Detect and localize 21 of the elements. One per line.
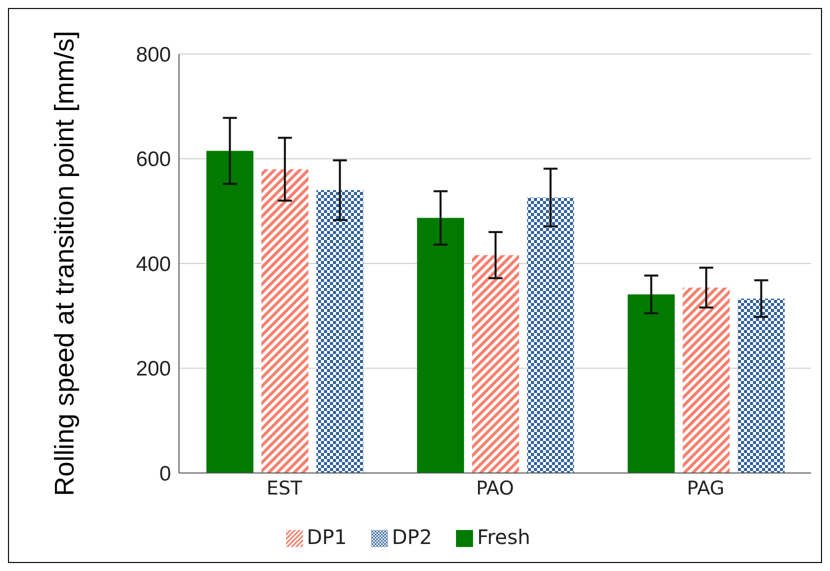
bar [417, 218, 464, 473]
bar [527, 198, 574, 473]
legend-label: Fresh [477, 525, 530, 549]
bar [206, 150, 254, 473]
x-tick-label: EST [266, 477, 303, 500]
bar [316, 190, 364, 473]
bar [261, 169, 308, 473]
bar [738, 298, 785, 473]
legend-label: DP1 [306, 525, 347, 549]
y-tick-label: 400 [136, 252, 171, 276]
y-tick-label: 800 [136, 43, 171, 66]
y-axis-title: Rolling speed at transition point [mm/s] [50, 30, 80, 496]
legend-label: DP2 [392, 525, 432, 549]
x-tick-label: PAG [686, 477, 724, 500]
x-tick-label: PAO [476, 477, 514, 500]
bar [628, 294, 675, 473]
bar [472, 255, 520, 473]
y-tick-label: 600 [136, 148, 171, 172]
bar [682, 288, 730, 473]
y-tick-label: 0 [159, 462, 171, 486]
y-tick-label: 200 [136, 358, 171, 381]
